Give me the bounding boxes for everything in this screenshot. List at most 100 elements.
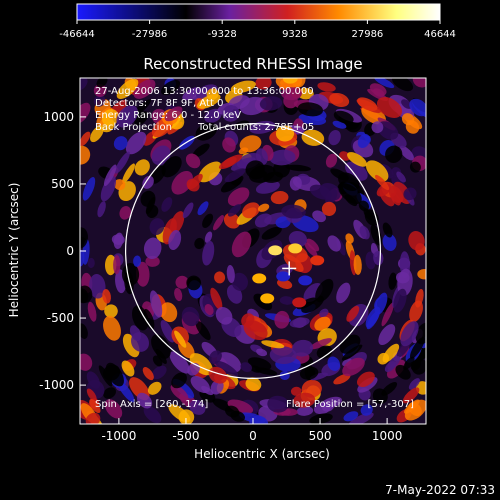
image-ripple — [182, 87, 202, 101]
image-ripple — [255, 78, 272, 90]
image-ripple — [415, 322, 426, 345]
image-ripple — [142, 175, 154, 189]
image-ripple — [255, 180, 280, 194]
image-ripple — [409, 98, 426, 117]
image-ripple — [239, 412, 266, 424]
image-ripple — [333, 373, 351, 385]
image-ripple — [382, 222, 393, 238]
image-ripple — [306, 238, 320, 252]
colorbar-tick-label: -9328 — [208, 29, 237, 40]
image-ripple — [353, 254, 362, 275]
image-ripple — [147, 381, 162, 395]
image-ripple — [412, 78, 426, 88]
image-ripple — [346, 305, 360, 322]
image-ripple — [186, 178, 200, 192]
image-ripple — [104, 254, 117, 276]
image-ripple — [149, 290, 163, 318]
image-ripple — [97, 201, 106, 218]
image-ripple — [119, 206, 132, 220]
image-ripple — [274, 310, 290, 329]
x-axis: -1000 -500 0 500 1000 — [101, 418, 402, 443]
annotation-detectors: Detectors: 7F 8F 9F, Att 0 — [95, 98, 223, 109]
image-ripple — [215, 360, 239, 377]
y-tick-label: 1000 — [43, 110, 74, 124]
image-ripple — [202, 213, 214, 228]
image-ripple — [387, 355, 401, 370]
image-ripple — [279, 296, 294, 305]
image-ripple — [347, 152, 367, 167]
image-ripple — [208, 366, 228, 384]
image-ripple — [117, 380, 135, 403]
image-ripple — [404, 399, 420, 414]
image-core-blob — [298, 275, 313, 286]
image-ripple — [288, 230, 308, 248]
colorbar: -46644 -27986 -9328 9328 27986 46644 — [59, 3, 456, 40]
image-ripple — [182, 202, 194, 219]
x-tick-label: 0 — [249, 429, 257, 443]
image-ripple — [116, 78, 139, 100]
image-ripple — [382, 233, 397, 251]
image-ripple — [222, 156, 237, 168]
annotations: 27-Aug-2006 13:30:00.000 to 13:36:00.000… — [95, 86, 414, 410]
image-ripple — [171, 171, 193, 195]
image-ripple — [80, 131, 91, 147]
image-ripple — [82, 176, 96, 201]
image-ripple — [281, 87, 302, 101]
image-ripple — [204, 108, 222, 123]
annotation-flare-position: Flare Position = [57,-307] — [286, 399, 414, 410]
image-ripple — [388, 185, 404, 204]
image-ripple — [85, 412, 101, 424]
image-ripple — [325, 153, 338, 168]
image-ripple — [104, 399, 123, 419]
image-ripple — [285, 164, 311, 172]
image-ripple — [391, 78, 414, 92]
image-ripple — [296, 406, 314, 416]
image-ripple — [263, 171, 284, 183]
image-ripple — [312, 210, 326, 223]
image-ripple — [89, 274, 106, 299]
image-ripple — [269, 346, 297, 365]
image-ripple — [343, 411, 359, 422]
image-ripple — [315, 278, 334, 303]
image-ripple — [125, 131, 147, 155]
y-tick-label: -500 — [47, 311, 74, 325]
image-ripple — [90, 125, 104, 143]
image-ripple — [143, 406, 162, 424]
image-ripple — [134, 159, 150, 176]
image-ripple — [399, 145, 414, 161]
image-ripple — [224, 168, 246, 183]
plot-title: Reconstructed RHESSI Image — [143, 55, 362, 73]
image-ripple — [257, 203, 270, 212]
image-ripple — [142, 367, 154, 381]
image-ripple — [100, 176, 117, 202]
y-axis: 1000 500 0 -500 -1000 — [39, 110, 86, 392]
image-ripple — [93, 95, 106, 107]
image-ripple — [403, 187, 417, 201]
image-ripple — [396, 171, 406, 183]
image-ripple — [239, 96, 267, 116]
image-ripple — [134, 111, 149, 126]
x-tick-label: 500 — [309, 429, 332, 443]
image-ripple — [299, 366, 319, 380]
image-ripple — [408, 378, 420, 390]
image-ripple — [101, 109, 119, 127]
image-ripple — [161, 197, 173, 212]
image-ripple — [170, 384, 189, 402]
image-ripple — [210, 287, 223, 310]
image-ripple — [359, 225, 370, 240]
colorbar-tick-label: 27986 — [351, 29, 383, 40]
image-ripple — [223, 212, 241, 229]
image-ripple — [261, 340, 285, 349]
footer-timestamp: 7-May-2022 07:33 — [385, 483, 495, 497]
image-ripple — [245, 377, 262, 392]
image-ripple — [240, 362, 253, 372]
image-ripple — [169, 351, 190, 374]
image-ripple — [103, 315, 121, 341]
y-tick-label: -1000 — [39, 378, 74, 392]
image-core-blob — [260, 293, 275, 304]
image-ripple — [226, 265, 235, 283]
image-ripple — [417, 268, 426, 280]
image-ripple — [151, 145, 171, 166]
image-ripple — [80, 145, 91, 165]
image-ripple — [297, 102, 324, 117]
